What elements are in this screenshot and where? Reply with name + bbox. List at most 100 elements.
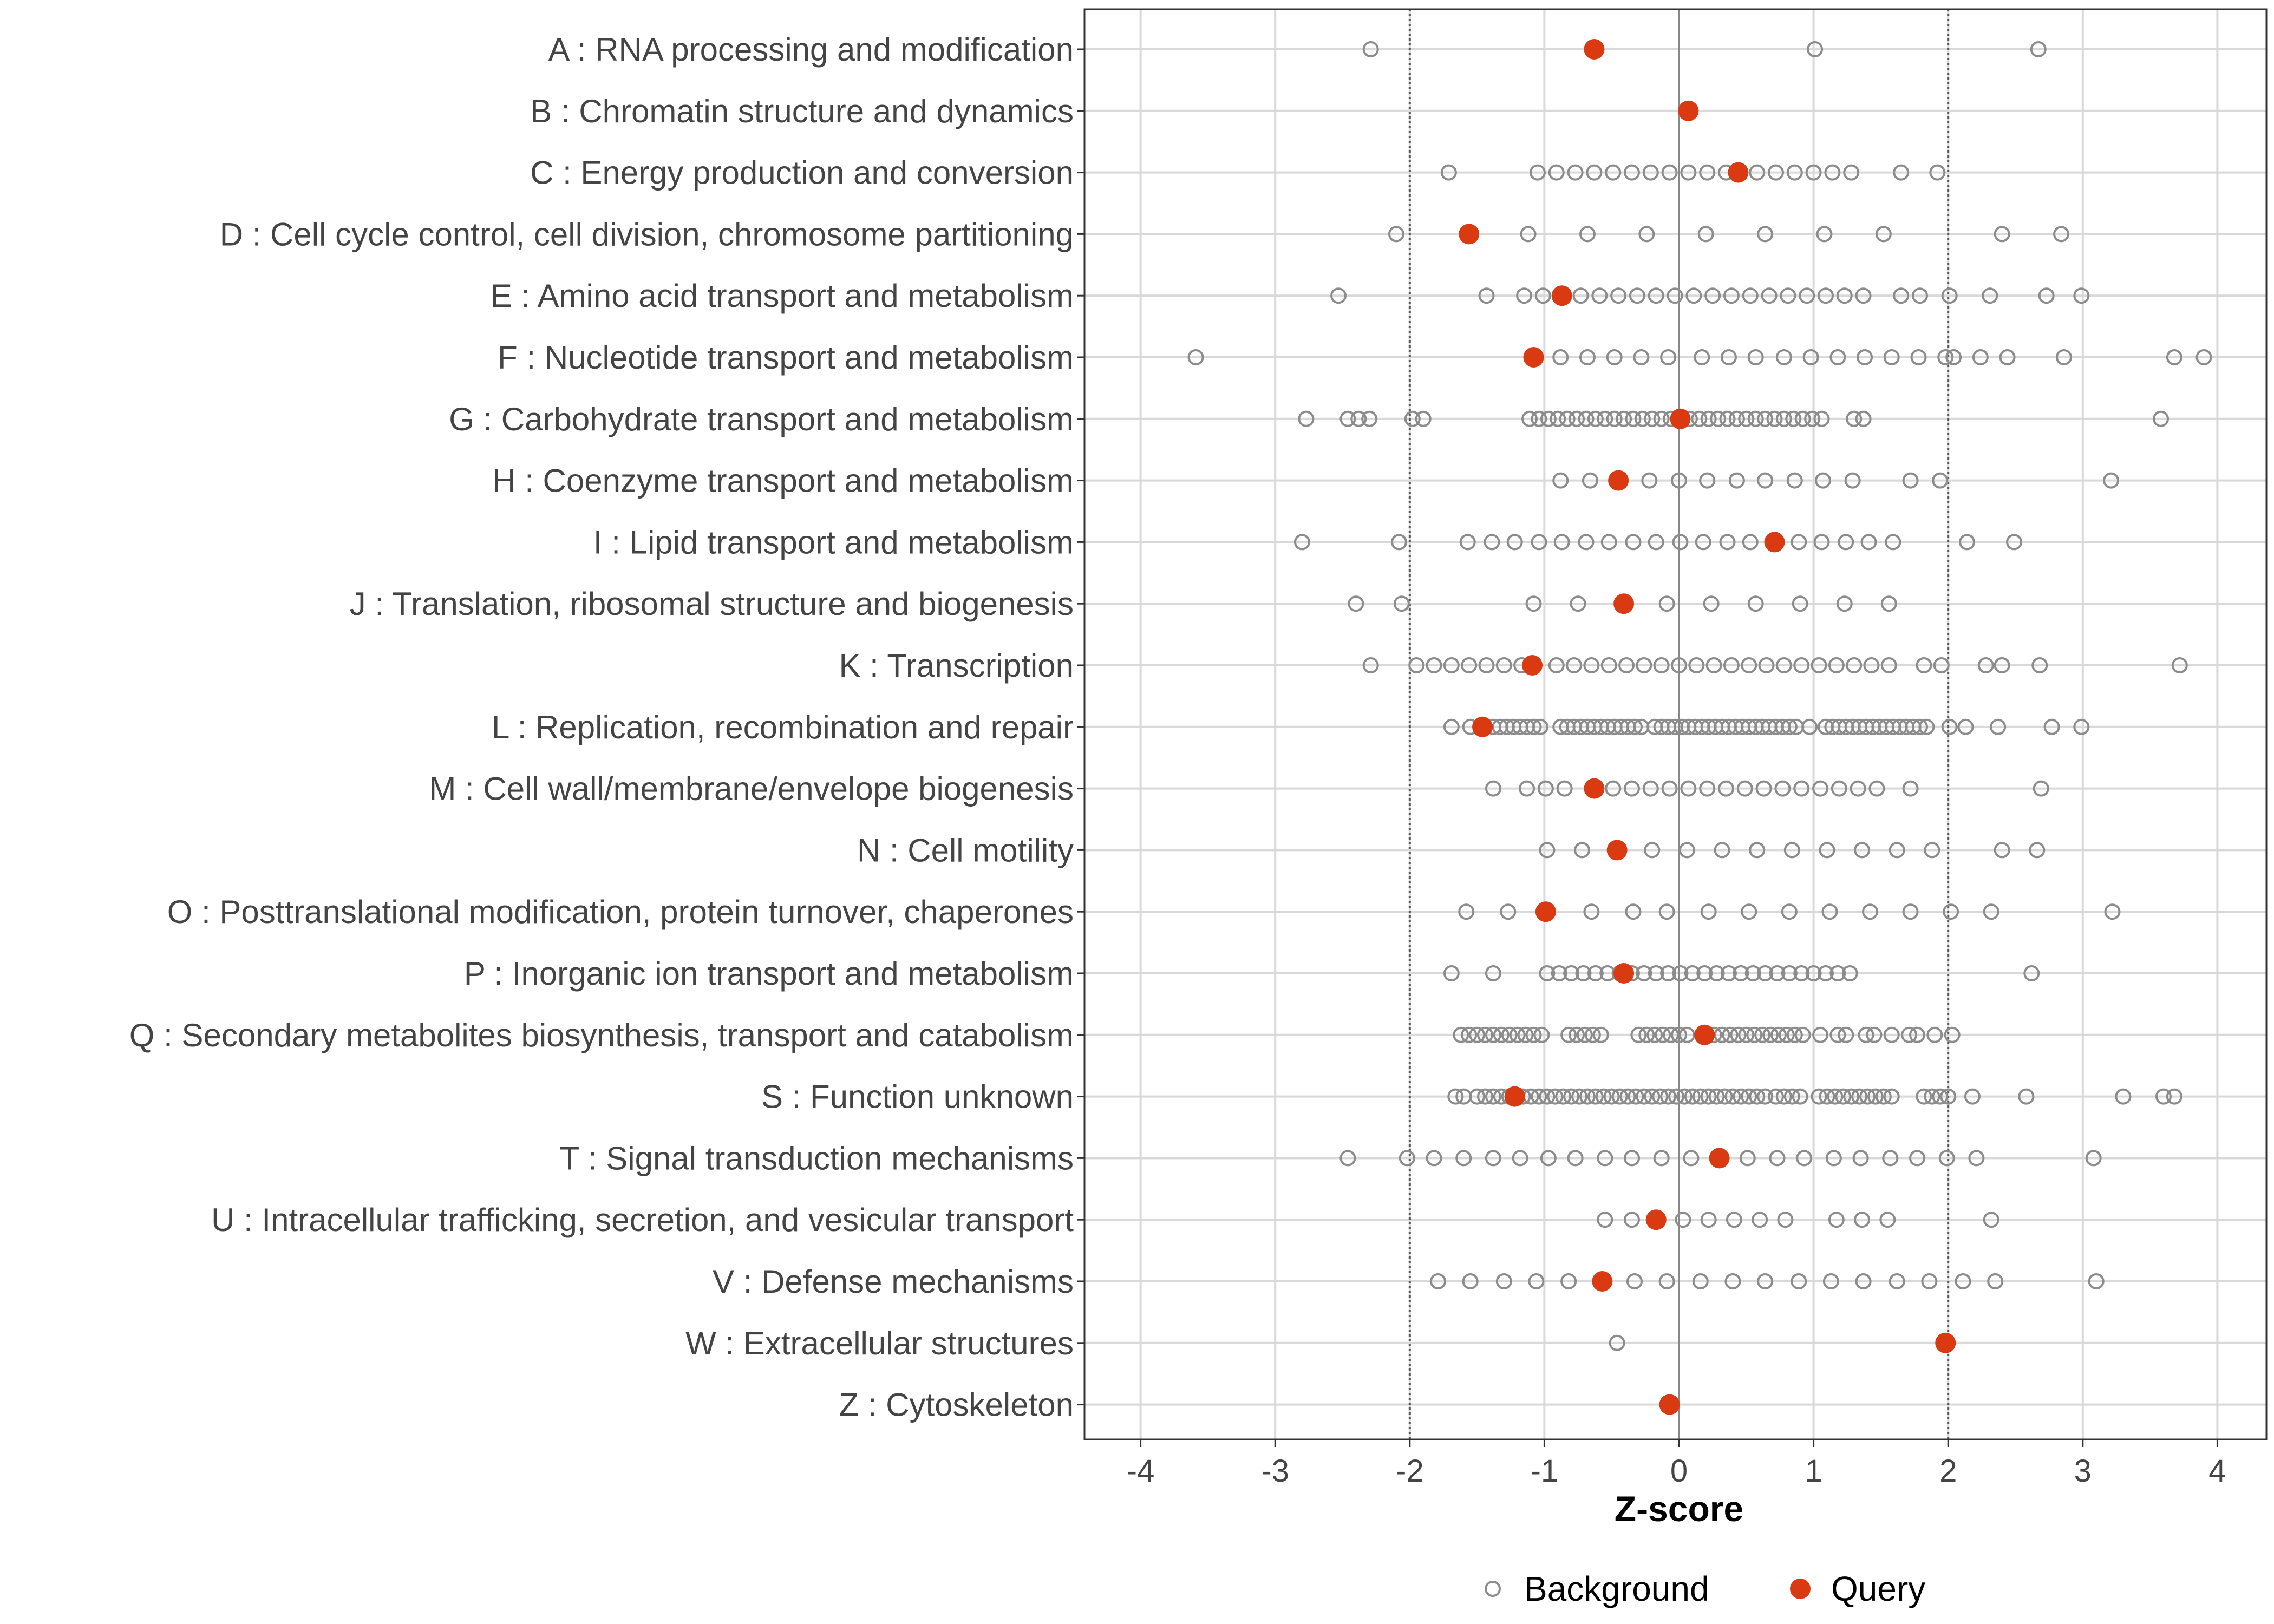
background-point-15-25: [1817, 965, 1834, 981]
background-point-17-56: [1964, 1088, 1981, 1105]
background-point-10-21: [1775, 657, 1792, 673]
background-point-12-19: [1902, 780, 1919, 797]
background-point-19-1: [1623, 1212, 1640, 1228]
background-point-16-27: [1738, 1026, 1755, 1043]
background-point-8-5: [1531, 534, 1547, 551]
query-point-13: [1606, 840, 1628, 861]
background-point-4-15: [1780, 287, 1796, 304]
background-point-8-4: [1506, 534, 1523, 551]
background-point-10-9: [1566, 657, 1583, 673]
background-point-6-19: [1644, 410, 1661, 427]
background-point-16-20: [1663, 1026, 1680, 1043]
category-label-z: Z : Cytoskeleton: [839, 1387, 1074, 1423]
background-point-18-10: [1653, 1150, 1670, 1167]
background-point-15-26: [1829, 965, 1846, 981]
background-point-10-5: [1478, 657, 1495, 673]
background-point-5-13: [1883, 349, 1900, 365]
background-point-18-21: [2085, 1150, 2102, 1167]
background-point-3-7: [1875, 226, 1892, 243]
background-point-17-0: [1447, 1088, 1464, 1105]
x-tick-label-4: 0: [1670, 1453, 1688, 1489]
background-point-6-35: [1804, 410, 1821, 427]
query-point-19: [1645, 1209, 1667, 1230]
background-point-6-11: [1569, 410, 1585, 427]
background-point-17-47: [1851, 1088, 1868, 1105]
background-point-7-12: [2103, 472, 2120, 489]
background-point-16-15: [1592, 1026, 1609, 1043]
background-point-16-9: [1525, 1026, 1542, 1043]
query-point-1: [1678, 100, 1699, 121]
background-point-17-20: [1619, 1088, 1636, 1105]
background-point-19-4: [1726, 1212, 1742, 1228]
background-point-20-0: [1430, 1273, 1447, 1289]
background-point-17-36: [1749, 1088, 1766, 1105]
background-point-2-16: [1824, 164, 1841, 181]
x-axis-title: Z-score: [1615, 1489, 1743, 1529]
background-point-15-13: [1672, 965, 1689, 981]
background-point-10-11: [1600, 657, 1617, 673]
query-point-8: [1764, 532, 1785, 553]
background-point-11-44: [1788, 718, 1805, 735]
background-point-12-2: [1537, 780, 1554, 797]
background-point-13-11: [1994, 842, 2010, 859]
background-point-16-36: [1829, 1026, 1846, 1043]
background-point-13-6: [1783, 842, 1800, 859]
background-point-16-13: [1576, 1026, 1593, 1043]
background-point-20-16: [1987, 1273, 2004, 1289]
background-point-17-40: [1783, 1088, 1800, 1105]
background-point-10-20: [1758, 657, 1775, 673]
background-point-5-21: [2195, 349, 2212, 365]
background-point-18-18: [1909, 1150, 1926, 1167]
background-point-16-17: [1638, 1026, 1655, 1043]
background-point-10-14: [1653, 657, 1670, 673]
background-point-4-12: [1723, 287, 1740, 304]
background-point-8-13: [1719, 534, 1736, 551]
query-point-18: [1709, 1148, 1730, 1169]
background-point-12-14: [1793, 780, 1810, 797]
background-point-12-7: [1661, 780, 1678, 797]
background-point-17-53: [1924, 1088, 1940, 1105]
background-point-10-25: [1846, 657, 1863, 673]
background-point-10-31: [1994, 657, 2010, 673]
background-point-16-28: [1746, 1026, 1763, 1043]
background-point-7-0: [1552, 472, 1569, 489]
background-point-16-31: [1770, 1026, 1787, 1043]
background-point-6-32: [1775, 410, 1792, 427]
category-label-u: U : Intracellular trafficking, secretion…: [211, 1202, 1074, 1238]
background-point-8-6: [1553, 534, 1570, 551]
background-point-12-10: [1718, 780, 1735, 797]
background-point-20-6: [1658, 1273, 1675, 1289]
background-point-17-14: [1571, 1088, 1588, 1105]
query-point-21: [1935, 1332, 1956, 1353]
background-point-18-17: [1882, 1150, 1899, 1167]
background-point-20-15: [1955, 1273, 1971, 1289]
background-point-13-2: [1644, 842, 1661, 859]
background-point-17-59: [2155, 1088, 2172, 1105]
background-point-19-9: [1879, 1212, 1896, 1228]
background-point-17-11: [1547, 1088, 1564, 1105]
category-label-m: M : Cell wall/membrane/envelope biogenes…: [429, 771, 1074, 807]
background-point-3-8: [1994, 226, 2010, 243]
background-point-10-29: [1933, 657, 1950, 673]
background-point-17-27: [1676, 1088, 1693, 1105]
background-point-6-18: [1634, 410, 1651, 427]
background-point-4-23: [1982, 287, 1998, 304]
query-point-12: [1584, 778, 1605, 799]
background-point-13-0: [1539, 842, 1556, 859]
background-point-17-48: [1859, 1088, 1876, 1105]
background-point-20-12: [1855, 1273, 1872, 1289]
query-point-6: [1670, 408, 1691, 429]
background-point-8-20: [1959, 534, 1976, 551]
background-point-6-28: [1738, 410, 1755, 427]
background-point-16-2: [1469, 1026, 1486, 1043]
x-tick-label-5: 1: [1805, 1453, 1822, 1489]
background-point-6-10: [1559, 410, 1576, 427]
background-point-17-39: [1775, 1088, 1792, 1105]
background-point-3-9: [2053, 226, 2070, 243]
background-point-17-41: [1792, 1088, 1808, 1105]
query-point-9: [1613, 593, 1635, 614]
background-point-10-15: [1671, 657, 1687, 673]
background-point-20-4: [1560, 1273, 1577, 1289]
background-point-11-22: [1633, 718, 1650, 735]
background-point-16-21: [1671, 1026, 1687, 1043]
